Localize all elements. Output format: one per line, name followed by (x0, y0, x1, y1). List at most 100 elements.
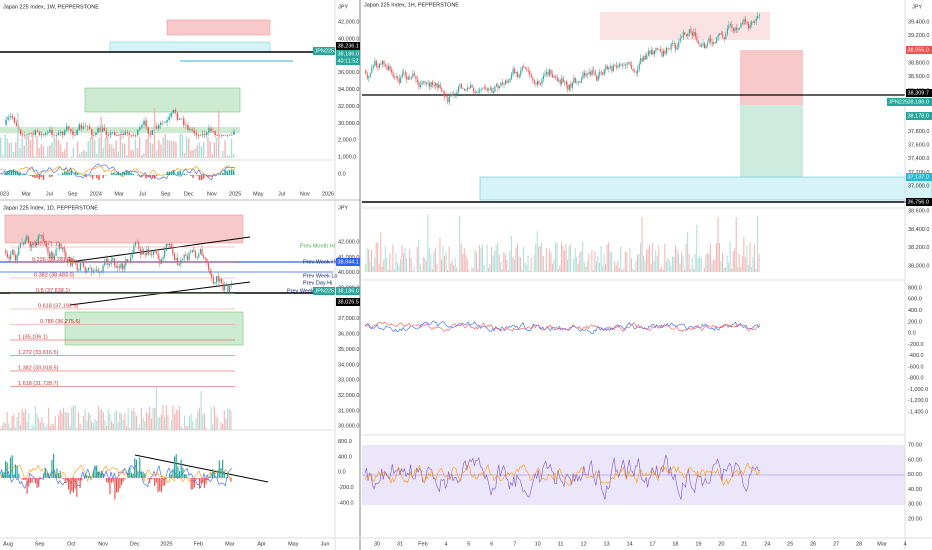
candle (99, 272, 101, 273)
candle (459, 84, 461, 87)
candle (209, 269, 211, 275)
price-badge (336, 298, 360, 306)
candle (529, 70, 531, 76)
volume-bar (588, 253, 590, 272)
candle (743, 19, 745, 25)
time-axis-label: Mar (225, 541, 235, 547)
volume-bar (416, 246, 418, 272)
candle (17, 126, 20, 130)
volume-bar (718, 243, 721, 272)
volume-bar (413, 266, 415, 272)
volume-bar (539, 245, 541, 272)
candle (381, 60, 384, 65)
volume-bar (480, 247, 482, 272)
candle (180, 118, 183, 120)
candle (653, 50, 655, 55)
volume-bar (39, 422, 41, 430)
volume-bar (402, 253, 405, 272)
candle (156, 251, 158, 254)
candle (222, 135, 225, 136)
histogram-bar (195, 478, 197, 480)
histogram-bar (134, 458, 136, 478)
candle (597, 75, 599, 81)
volume-bar (641, 217, 643, 272)
candle (151, 254, 153, 256)
candle (113, 258, 116, 266)
volume-bar (136, 147, 139, 158)
histogram-bar (33, 478, 35, 479)
level-label: Prev Week Lo (303, 273, 337, 279)
histogram-bar (48, 473, 50, 478)
price-axis-label: -200.0 (338, 485, 354, 491)
volume-bar (369, 261, 371, 272)
candle (661, 51, 663, 57)
candle (605, 65, 607, 70)
candle (705, 45, 707, 49)
volume-bar (38, 418, 40, 430)
candle (650, 50, 652, 54)
volume-bar (737, 267, 739, 272)
candle (702, 43, 704, 46)
candle (121, 263, 124, 270)
volume-bar (609, 251, 611, 272)
volume-bar (524, 262, 526, 272)
volume-bar (538, 246, 540, 272)
candle (708, 38, 710, 44)
histogram-bar (222, 459, 224, 478)
candle (521, 66, 523, 71)
candle (199, 135, 202, 136)
volume-bar (428, 247, 430, 272)
histogram-bar (124, 478, 126, 480)
candle (652, 50, 654, 55)
histogram-bar (28, 478, 30, 487)
candle (141, 249, 143, 255)
volume-bar (36, 136, 38, 158)
candle (696, 36, 698, 42)
candle (175, 257, 177, 260)
candle (728, 25, 730, 29)
volume-bar (471, 267, 473, 272)
volume-bar (553, 259, 555, 272)
volume-bar (162, 405, 164, 430)
histogram-bar (76, 478, 78, 497)
candle (454, 93, 456, 95)
volume-bar (670, 265, 672, 272)
candle (491, 87, 493, 93)
volume-bar (519, 257, 522, 272)
volume-bar (123, 143, 126, 158)
candle (104, 262, 106, 266)
time-axis-label: 19 (695, 541, 701, 547)
histogram-bar (142, 471, 144, 478)
volume-bar (81, 151, 83, 158)
volume-bar (658, 245, 660, 272)
histogram-bar (36, 478, 38, 488)
candle (579, 81, 581, 83)
price-badge (906, 46, 932, 54)
candle (59, 131, 62, 133)
candle (656, 48, 658, 50)
candle (133, 245, 135, 253)
volume-bar (501, 269, 503, 272)
histogram-bar (185, 174, 188, 175)
candle (574, 78, 576, 83)
histogram-bar (143, 175, 145, 176)
volume-bar (76, 141, 79, 158)
candle (629, 62, 631, 65)
histogram-bar (106, 478, 108, 483)
candle (160, 259, 163, 264)
histogram-bar (192, 478, 194, 490)
price-axis-label: -1,400.0 (908, 409, 928, 415)
histogram-bar (79, 478, 81, 488)
candle (509, 78, 511, 82)
volume-bar (510, 235, 512, 272)
fib-label: 0.5 (37,838.1) (36, 288, 70, 294)
histogram-bar (193, 478, 196, 488)
histogram-bar (54, 473, 56, 478)
price-badge (313, 47, 335, 55)
price-badge-text: 38,026.5 (338, 299, 359, 305)
volume-bar (132, 407, 134, 430)
volume-bar (548, 248, 550, 272)
candle (105, 259, 107, 263)
price-axis-label: 37,400.0 (908, 156, 929, 162)
candle (552, 74, 554, 78)
